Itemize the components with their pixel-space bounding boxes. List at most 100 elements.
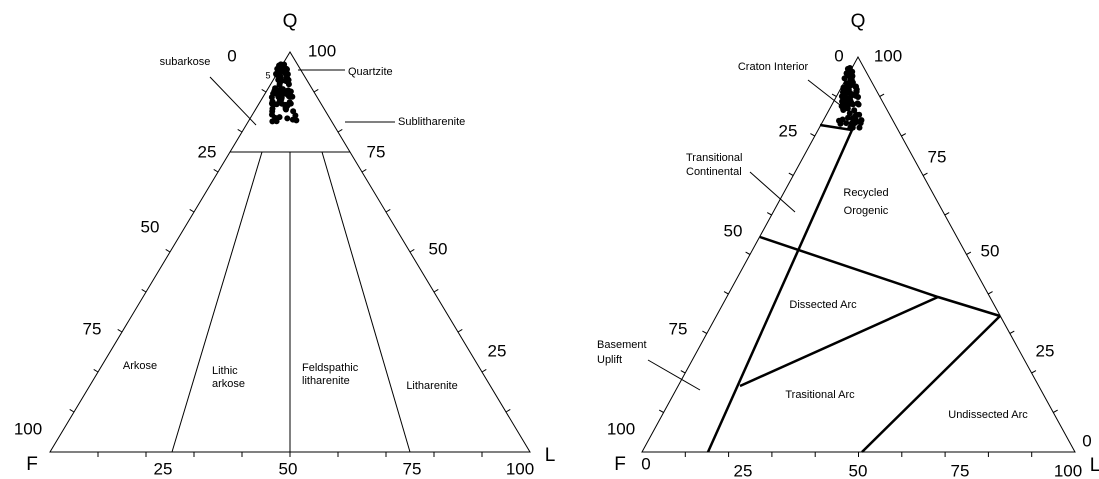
sample-point (284, 115, 291, 122)
edge-tick (213, 168, 219, 173)
tick-label: 50 (724, 221, 743, 240)
tick-label: 0 (641, 454, 650, 473)
left-ternary: Q F L 0 25 50 75 100 100 75 50 25 25 50 … (14, 11, 555, 478)
sample-point (845, 72, 852, 79)
boundary (321, 151, 411, 453)
edge-tick (313, 88, 319, 93)
sample-point (838, 93, 845, 100)
sample-point (290, 108, 297, 115)
tick-label: 25 (198, 142, 217, 161)
edge-tick (457, 328, 463, 333)
sample-point (286, 99, 293, 106)
field-label: Craton Interior (738, 61, 809, 73)
boundary (819, 123, 853, 132)
sample-point (836, 117, 843, 124)
edge-tick (93, 368, 99, 373)
field-label: Feldspathic (302, 362, 359, 374)
field-label: Continental (686, 166, 742, 178)
tick-label: 5 (265, 70, 270, 80)
tick-label: 50 (279, 459, 298, 478)
sample-point (849, 124, 856, 131)
edge-tick (901, 133, 907, 137)
field-label: Undissected Arc (948, 409, 1028, 421)
sample-point (852, 117, 859, 124)
sample-point (269, 108, 276, 115)
apex-label: F (614, 454, 626, 475)
edge-tick (788, 172, 794, 176)
tick-label: 25 (488, 341, 507, 360)
sample-point (285, 81, 292, 88)
edge-tick (117, 328, 123, 333)
edge-tick (141, 288, 147, 293)
sample-point (844, 85, 851, 92)
edge-tick (745, 251, 751, 255)
edge-tick (1031, 370, 1037, 374)
sample-point (849, 101, 856, 108)
sample-point (270, 90, 277, 97)
apex-label: Q (851, 11, 866, 32)
apex-label: Q (283, 11, 298, 32)
edge-tick (433, 288, 439, 293)
sample-point (854, 100, 861, 107)
tick-label: 50 (141, 217, 160, 236)
edge-tick (723, 291, 729, 295)
tick-label: 50 (429, 239, 448, 258)
sample-point (844, 65, 851, 72)
edge-tick (879, 93, 885, 97)
edge-tick (966, 251, 972, 255)
sample-point (273, 101, 280, 108)
sample-point (843, 120, 850, 127)
field-label: Basement (597, 339, 647, 351)
sample-point (283, 74, 290, 81)
sample-point (272, 85, 279, 92)
sample-point (277, 92, 284, 99)
sample-point (858, 117, 865, 124)
field-label: Litharenite (406, 380, 457, 392)
sample-point (276, 72, 283, 79)
edge-tick (1009, 330, 1015, 334)
field-label: Recycled (843, 187, 888, 199)
edge-tick (1053, 409, 1058, 413)
tick-label: 25 (779, 121, 798, 140)
field-label: Arkose (123, 360, 157, 372)
apex-label: F (26, 454, 38, 475)
sample-point (283, 90, 290, 97)
field-label: subarkose (160, 56, 211, 68)
edge-tick (702, 330, 708, 334)
sample-point (274, 65, 281, 72)
field-label: Dissected Arc (789, 299, 857, 311)
field-label: Lithic (212, 365, 238, 377)
edge-tick (385, 208, 391, 213)
boundary (171, 151, 263, 453)
edge-tick (505, 408, 511, 413)
tick-label: 75 (403, 459, 422, 478)
tick-label: 75 (669, 319, 688, 338)
field-label: arkose (212, 378, 245, 390)
right-ternary: Q F L 0 25 50 75 100 100 75 50 25 0 0 25… (597, 11, 1099, 479)
apex-label: L (1090, 455, 1099, 476)
tick-label: 100 (506, 459, 534, 478)
edge-tick (944, 212, 950, 216)
tick-label: 75 (83, 319, 102, 338)
edge-tick (165, 248, 171, 253)
pointer (209, 76, 257, 126)
edge-tick (658, 409, 664, 413)
edge-tick (831, 93, 837, 97)
tick-label: 50 (849, 461, 868, 479)
apex-label: L (545, 445, 556, 466)
sample-point (278, 100, 285, 107)
sample-point (287, 88, 294, 95)
tick-label: 100 (1054, 461, 1082, 479)
pointer (749, 171, 796, 213)
edge-tick (337, 128, 343, 133)
sample-point (276, 114, 283, 121)
tick-label: 25 (1036, 341, 1055, 360)
tick-label: 100 (14, 419, 42, 438)
field-label: Quartzite (348, 66, 393, 78)
field-label: Uplift (597, 354, 622, 366)
tick-label: 0 (227, 46, 236, 65)
sample-point (276, 77, 283, 84)
tick-label: 75 (367, 142, 386, 161)
field-label: Transitional (686, 152, 742, 164)
